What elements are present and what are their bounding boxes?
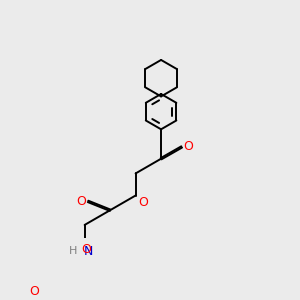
Text: O: O — [76, 195, 86, 208]
Text: O: O — [138, 196, 148, 209]
Text: O: O — [29, 285, 39, 298]
Text: H: H — [69, 246, 77, 256]
Text: O: O — [81, 243, 91, 256]
Text: O: O — [183, 140, 193, 154]
Text: N: N — [84, 245, 93, 258]
